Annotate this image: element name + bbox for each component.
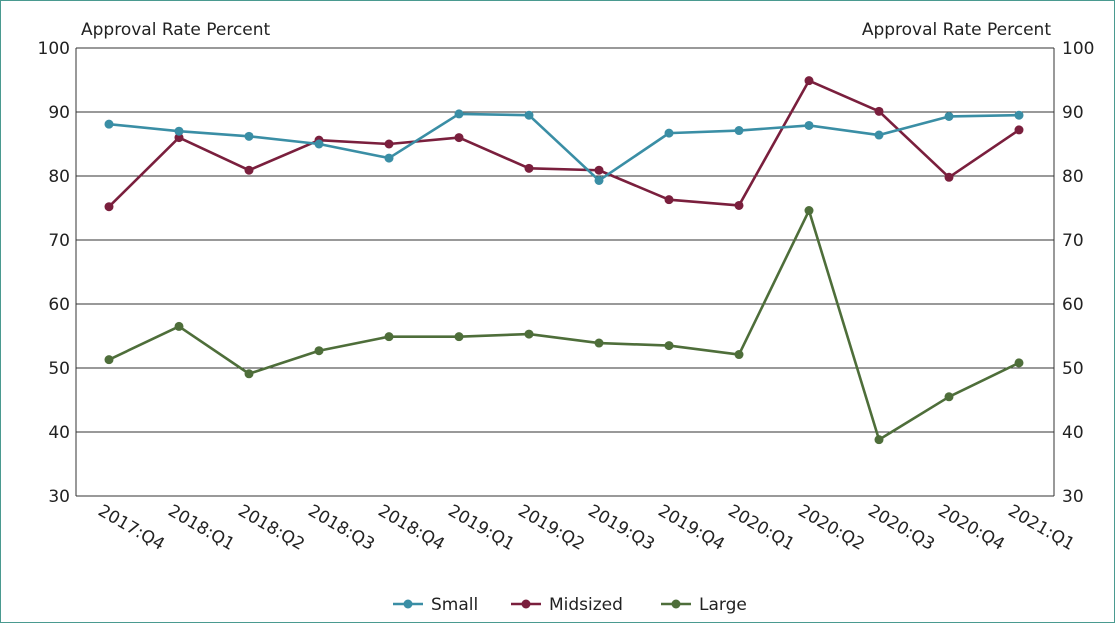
x-tick-label: 2021:Q1 [1005, 501, 1078, 555]
x-tick-label: 2018:Q4 [375, 501, 448, 555]
y-tick-label-left: 80 [48, 167, 70, 187]
data-point [664, 195, 674, 205]
y-tick-label-left: 40 [48, 423, 70, 443]
data-point [594, 338, 604, 348]
y-tick-label-left: 30 [48, 487, 70, 507]
x-tick-label: 2019:Q1 [445, 501, 518, 555]
data-point [524, 329, 534, 339]
legend-swatch-marker [521, 599, 531, 609]
series-midsized [104, 76, 1024, 212]
data-point [314, 346, 324, 356]
x-tick-label: 2018:Q1 [165, 501, 238, 555]
series-small [104, 109, 1024, 185]
data-point [104, 355, 114, 365]
data-point [664, 341, 674, 351]
x-tick-label: 2018:Q3 [305, 501, 378, 555]
legend: Small Midsized Large [393, 595, 747, 615]
data-point [454, 332, 464, 342]
x-tick-label: 2019:Q2 [515, 501, 588, 555]
data-point [524, 163, 534, 173]
left-y-axis-label: Approval Rate Percent [81, 20, 271, 40]
data-point [944, 111, 954, 121]
data-point [874, 435, 884, 445]
x-axis-ticks: 2017:Q42018:Q12018:Q22018:Q32018:Q42019:… [95, 501, 1078, 555]
series-line [108, 209, 1020, 441]
data-point [804, 76, 814, 86]
data-point [454, 109, 464, 119]
data-point [594, 165, 604, 175]
legend-label: Small [431, 595, 478, 615]
legend-label: Large [699, 595, 747, 615]
series-large [104, 206, 1024, 445]
x-tick-label: 2020:Q3 [865, 501, 938, 555]
data-point [804, 206, 814, 216]
y-tick-label-left: 60 [48, 295, 70, 315]
data-point [104, 202, 114, 212]
data-point [944, 172, 954, 182]
data-point [244, 369, 254, 379]
series-line [108, 79, 1020, 208]
data-point [664, 128, 674, 138]
data-point [874, 130, 884, 140]
y-tick-label-right: 90 [1062, 103, 1084, 123]
y-tick-label-left: 100 [38, 39, 70, 59]
data-point [244, 165, 254, 175]
series-layer [104, 76, 1024, 445]
x-tick-label: 2018:Q2 [235, 501, 308, 555]
y-tick-label-right: 50 [1062, 359, 1084, 379]
legend-swatch-marker [403, 599, 413, 609]
data-point [454, 133, 464, 143]
legend-item-midsized: Midsized [511, 595, 623, 615]
x-tick-label: 2020:Q4 [935, 501, 1008, 555]
data-point [384, 153, 394, 163]
y-tick-label-right: 60 [1062, 295, 1084, 315]
data-point [1014, 110, 1024, 120]
data-point [1014, 358, 1024, 368]
right-y-axis-ticks: 30 40 50 60 70 80 90 100 [1062, 39, 1094, 507]
data-point [174, 321, 184, 331]
x-tick-label: 2017:Q4 [95, 501, 168, 555]
data-point [874, 106, 884, 116]
data-point [174, 126, 184, 136]
series-line [108, 112, 1020, 182]
data-point [174, 133, 184, 143]
left-y-axis-ticks: 30 40 50 60 70 80 90 100 [38, 39, 70, 507]
x-tick-label: 2020:Q1 [725, 501, 798, 555]
x-tick-label: 2019:Q3 [585, 501, 658, 555]
legend-label: Midsized [549, 595, 623, 615]
data-point [734, 350, 744, 360]
y-tick-label-right: 100 [1062, 39, 1094, 59]
x-tick-label: 2020:Q2 [795, 501, 868, 555]
data-point [384, 332, 394, 342]
data-point [384, 139, 394, 149]
data-point [594, 175, 604, 185]
data-point [524, 110, 534, 120]
y-tick-label-right: 80 [1062, 167, 1084, 187]
data-point [734, 126, 744, 136]
legend-item-small: Small [393, 595, 478, 615]
y-tick-label-left: 50 [48, 359, 70, 379]
grid-lines [75, 47, 1055, 497]
data-point [314, 139, 324, 149]
y-tick-label-right: 40 [1062, 423, 1084, 443]
y-tick-label-left: 70 [48, 231, 70, 251]
y-tick-label-right: 30 [1062, 487, 1084, 507]
legend-swatch-marker [671, 599, 681, 609]
x-tick-label: 2019:Q4 [655, 501, 728, 555]
legend-item-large: Large [661, 595, 747, 615]
data-point [734, 200, 744, 210]
y-tick-label-left: 90 [48, 103, 70, 123]
data-point [104, 119, 114, 129]
data-point [804, 120, 814, 130]
right-y-axis-label: Approval Rate Percent [862, 20, 1052, 40]
data-point [244, 131, 254, 141]
data-point [1014, 125, 1024, 135]
data-point [944, 392, 954, 402]
y-tick-label-right: 70 [1062, 231, 1084, 251]
